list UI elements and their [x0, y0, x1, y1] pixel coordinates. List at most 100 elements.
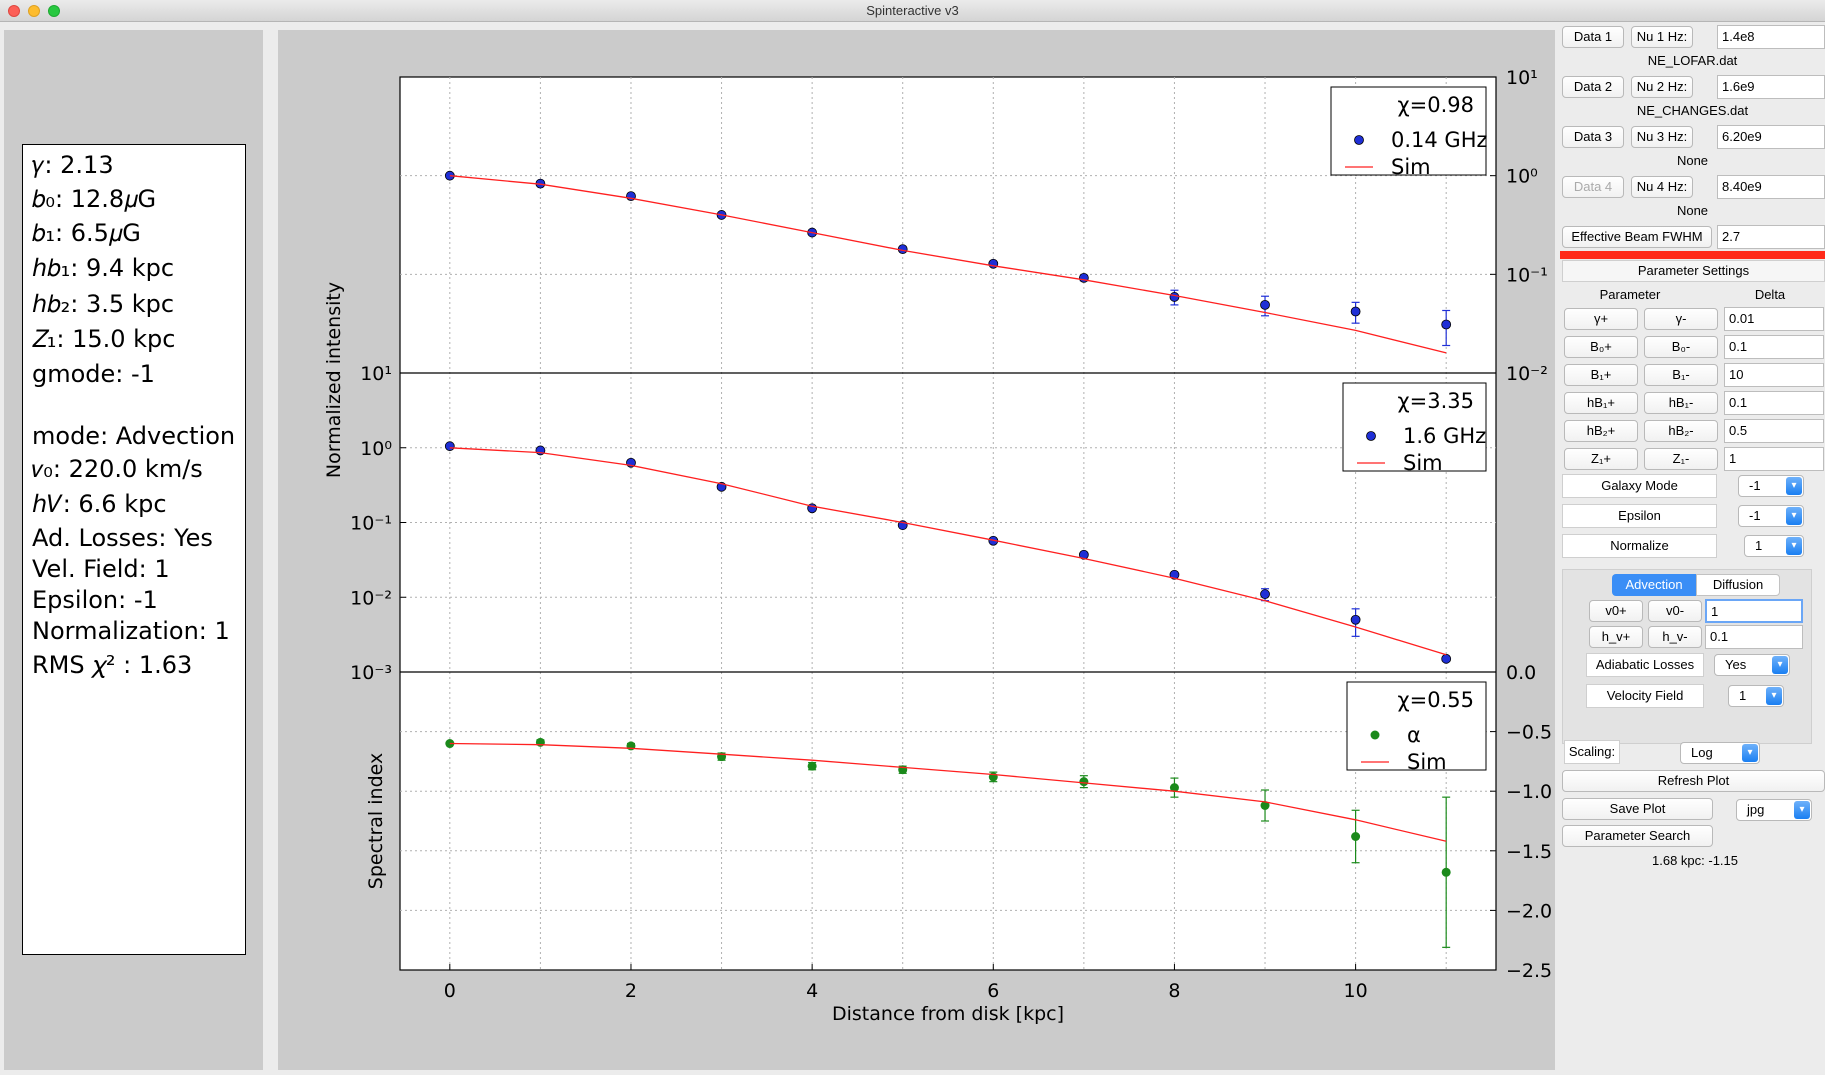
adiabatic-losses-select[interactable]: Yes ▾ [1714, 654, 1790, 676]
param-delta-field[interactable]: 0.01 [1724, 307, 1824, 331]
data-point [1260, 589, 1270, 600]
info-gmode: gmode: -1 [32, 360, 155, 388]
plot-canvas[interactable]: 10¹ 10⁰ 10⁻¹ 10⁻² χ=0.98 0.14 GHz Sim 10¹ 10⁰ 10⁻… [278, 30, 1555, 1070]
close-window-button[interactable] [8, 5, 20, 17]
nu-1-field[interactable]: 1.4e8 [1717, 25, 1825, 49]
info-normalization: Normalization: 1 [32, 617, 230, 645]
galaxy-mode-label: Galaxy Mode [1562, 474, 1717, 498]
x-tick-label: 4 [806, 980, 818, 1002]
x-tick-label: 0 [444, 980, 456, 1002]
info-hb1: ℎ𝑏₁: 9.4 kpc [32, 254, 175, 282]
param-plus-button[interactable]: γ+ [1564, 308, 1638, 330]
info-v0: 𝑣₀: 220.0 km/s [32, 455, 203, 483]
red-separator [1560, 251, 1825, 259]
data-point [1169, 569, 1180, 580]
info-mode: mode: Advection [32, 422, 236, 450]
param-plus-button[interactable]: B₁+ [1564, 364, 1638, 386]
scaling-select[interactable]: Log ▾ [1680, 742, 1760, 764]
param-plus-button[interactable]: Z₁+ [1564, 448, 1638, 470]
chevron-down-icon: ▾ [1786, 537, 1802, 555]
info-b1: 𝑏₁: 6.5𝜇G [32, 219, 141, 247]
nu-3-field[interactable]: 6.20e9 [1717, 125, 1825, 149]
data-point [807, 761, 817, 771]
x-tick-label: 2 [625, 980, 637, 1002]
y-tick-label: 10¹ [360, 363, 392, 385]
info-gamma: 𝛾: 2.13 [32, 151, 114, 179]
y-tick-label: 10¹ [1506, 67, 1538, 89]
velocity-field-label: Velocity Field [1586, 684, 1704, 708]
parameter-search-button[interactable]: Parameter Search [1562, 825, 1713, 847]
nu-2-field[interactable]: 1.6e9 [1717, 75, 1825, 99]
param-minus-button[interactable]: B₀- [1644, 336, 1718, 358]
minimize-window-button[interactable] [28, 5, 40, 17]
param-minus-button[interactable]: Z₁- [1644, 448, 1718, 470]
x-tick-label: 10 [1344, 980, 1368, 1002]
param-minus-button[interactable]: γ- [1644, 308, 1718, 330]
legend-sim-label: Sim [1391, 155, 1431, 179]
param-minus-button[interactable]: hB₂- [1644, 420, 1718, 442]
hv-delta-field[interactable]: 0.1 [1705, 625, 1803, 649]
v0-plus-button[interactable]: v0+ [1589, 600, 1643, 622]
y-tick-label: −1.0 [1506, 781, 1552, 803]
hv-plus-button[interactable]: h_v+ [1589, 626, 1643, 648]
chevron-down-icon: ▾ [1786, 507, 1802, 525]
legend-top: χ=0.98 0.14 GHz Sim [1330, 86, 1488, 179]
y-tick-label: 10⁻³ [350, 662, 392, 684]
data-3-button[interactable]: Data 3 [1562, 126, 1624, 148]
y-axis-label-intensity: Normalized intensity [323, 282, 345, 478]
data-point [1260, 300, 1270, 310]
maximize-window-button[interactable] [48, 5, 60, 17]
info-z1: 𝑍₁: 15.0 kpc [32, 325, 176, 353]
epsilon-select[interactable]: -1 ▾ [1738, 505, 1804, 527]
param-delta-field[interactable]: 10 [1724, 363, 1824, 387]
galaxy-mode-select[interactable]: -1 ▾ [1738, 475, 1804, 497]
chevron-down-icon: ▾ [1766, 687, 1782, 705]
velocity-field-value: 1 [1739, 688, 1747, 703]
legend-box [1330, 86, 1487, 176]
galaxy-mode-value: -1 [1749, 478, 1761, 493]
adiabatic-losses-label: Adiabatic Losses [1586, 653, 1704, 677]
save-plot-button[interactable]: Save Plot [1562, 798, 1713, 820]
data-2-button[interactable]: Data 2 [1562, 76, 1624, 98]
v0-delta-field[interactable]: 1 [1705, 599, 1803, 623]
param-plus-button[interactable]: hB₁+ [1564, 392, 1638, 414]
adiabatic-losses-value: Yes [1725, 657, 1747, 672]
y-tick-label: 10⁻² [350, 587, 392, 609]
param-minus-button[interactable]: B₁- [1644, 364, 1718, 386]
tab-diffusion[interactable]: Diffusion [1696, 574, 1780, 596]
data-point [1260, 801, 1270, 811]
sim-line [449, 447, 1447, 656]
param-delta-field[interactable]: 1 [1724, 447, 1824, 471]
param-plus-button[interactable]: hB₂+ [1564, 420, 1638, 442]
y-tick-label: 0.0 [1506, 662, 1536, 684]
data-4-button[interactable]: Data 4 [1562, 176, 1624, 198]
info-hb2: ℎ𝑏₂: 3.5 kpc [32, 290, 175, 318]
y-tick-label: −2.0 [1506, 900, 1552, 922]
beam-fwhm-field[interactable]: 2.7 [1717, 225, 1825, 249]
nu-1-label: Nu 1 Hz: [1631, 26, 1693, 48]
data-point [1079, 777, 1089, 787]
velocity-field-select[interactable]: 1 ▾ [1728, 685, 1784, 707]
param-delta-field[interactable]: 0.1 [1724, 391, 1824, 415]
refresh-plot-button[interactable]: Refresh Plot [1562, 770, 1825, 792]
sim-line [449, 742, 1447, 842]
hv-minus-button[interactable]: h_v- [1648, 626, 1702, 648]
data-1-button[interactable]: Data 1 [1562, 26, 1624, 48]
legend-box [1342, 382, 1487, 472]
normalize-select[interactable]: 1 ▾ [1744, 535, 1804, 557]
parameter-settings-header: Parameter Settings [1562, 260, 1825, 282]
v0-minus-button[interactable]: v0- [1648, 600, 1702, 622]
tab-advection[interactable]: Advection [1612, 574, 1696, 596]
nu-4-field[interactable]: 8.40e9 [1717, 175, 1825, 199]
control-panel: Data 1 Nu 1 Hz: 1.4e8 NE_LOFAR.dat Data … [1560, 24, 1825, 1075]
param-plus-button[interactable]: B₀+ [1564, 336, 1638, 358]
param-delta-field[interactable]: 0.1 [1724, 335, 1824, 359]
legend-chi: χ=0.98 [1398, 93, 1474, 117]
param-delta-field[interactable]: 0.5 [1724, 419, 1824, 443]
data-point [1441, 867, 1451, 877]
x-axis-label: Distance from disk [kpc] [832, 1003, 1064, 1025]
subplot-bottom: 0.0 −0.5 −1.0 −1.5 −2.0 −2.5 χ=0.55 α Sim [400, 662, 1552, 982]
x-tick-label: 6 [987, 980, 999, 1002]
save-format-select[interactable]: jpg ▾ [1736, 799, 1812, 821]
param-minus-button[interactable]: hB₁- [1644, 392, 1718, 414]
